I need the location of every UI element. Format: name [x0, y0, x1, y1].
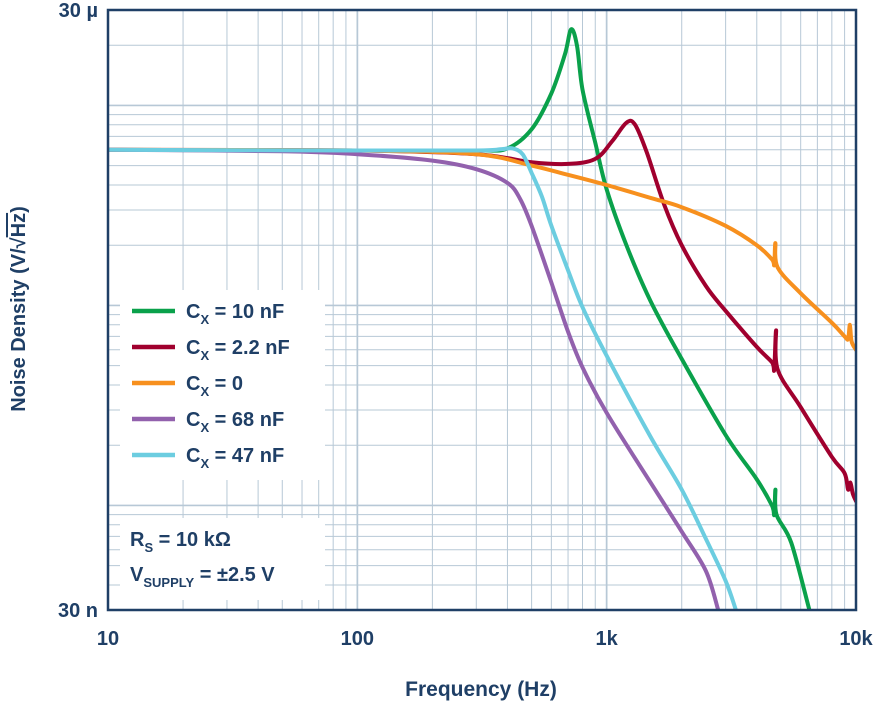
series-lines [108, 27, 856, 610]
legend-label: CX = 2.2 nF [186, 337, 290, 363]
series-line-2 [108, 147, 856, 352]
x-tick-label: 10 [97, 628, 119, 650]
annotation-line: RS = 10 kΩ [130, 529, 231, 555]
svg-text:Noise Density (V/√Hz): Noise Density (V/√Hz) [8, 206, 30, 412]
y-axis-label-close: ) [8, 206, 30, 213]
series-line-4 [108, 146, 738, 610]
tick-labels: 10 100 1k 10k 30 µ 30 n [58, 0, 874, 650]
legend-label: CX = 10 nF [186, 301, 284, 327]
y-axis-label-root-sign: √ [8, 236, 30, 248]
x-axis-label: Frequency (Hz) [405, 678, 557, 701]
plot-frame [106, 8, 858, 612]
annotation-background [120, 518, 325, 600]
y-tick-label: 30 n [58, 600, 98, 622]
legend: CX = 10 nF CX = 2.2 nF CX = 0 CX = 68 nF CX … [120, 290, 325, 480]
y-axis-label-main: Noise Density (V/ [8, 248, 30, 412]
y-tick-label: 30 µ [59, 0, 98, 22]
x-tick-label: 1k [596, 628, 619, 650]
series-line-1 [108, 118, 856, 504]
x-tick-label: 100 [341, 628, 374, 650]
series-line-3 [108, 147, 721, 610]
legend-label: CX = 0 [186, 373, 243, 399]
conditions-annotation: RS = 10 kΩ VSUPPLY = ±2.5 V [120, 518, 325, 600]
legend-label: CX = 68 nF [186, 409, 284, 435]
y-axis-label-root-arg: Hz [8, 213, 30, 237]
annotation-line: VSUPPLY = ±2.5 V [130, 564, 275, 590]
x-tick-label: 10k [839, 628, 873, 650]
legend-label: CX = 47 nF [186, 445, 284, 471]
y-axis-label: Noise Density (V/√Hz) [8, 206, 30, 412]
